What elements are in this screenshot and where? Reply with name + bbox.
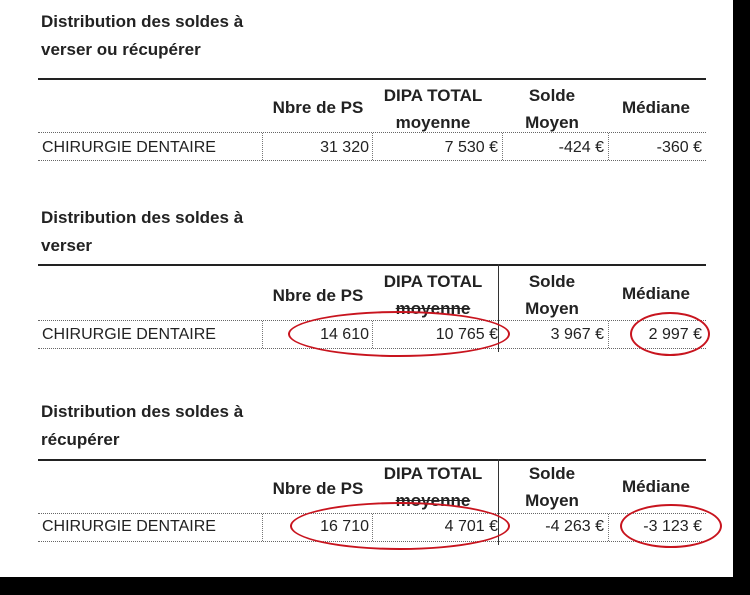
- header-line: DIPA TOTAL: [383, 272, 483, 291]
- section-title-line: récupérer: [41, 430, 120, 449]
- row-label: CHIRURGIE DENTAIRE: [42, 518, 216, 535]
- table-section-1: Distribution des soldes à verser ou récu…: [38, 8, 706, 178]
- header-line: Solde: [528, 86, 576, 105]
- document-page: Distribution des soldes à verser ou récu…: [0, 0, 733, 577]
- section-title-line: verser ou récupérer: [41, 40, 201, 59]
- header-line: DIPA TOTAL: [383, 464, 483, 483]
- row-top-border: [38, 132, 706, 133]
- cell-divider: [608, 133, 609, 160]
- header-solde-moyen: Solde Moyen: [502, 460, 602, 514]
- red-highlight-ellipse: [630, 312, 710, 356]
- column-separator: [498, 264, 499, 352]
- cell-dipa-total: 7 530 €: [444, 139, 498, 156]
- table-section-3: Distribution des soldes à récupérer Nbre…: [38, 398, 722, 568]
- header-nbre-ps: Nbre de PS: [272, 479, 364, 498]
- row-bottom-border: [38, 160, 706, 161]
- row-label: CHIRURGIE DENTAIRE: [42, 326, 216, 343]
- header-nbre-ps: Nbre de PS: [272, 98, 364, 117]
- table-top-rule: [38, 264, 706, 266]
- header-line: DIPA TOTAL: [383, 86, 483, 105]
- header-dipa-total: DIPA TOTAL moyenne: [373, 82, 493, 136]
- section-title: Distribution des soldes à verser ou récu…: [41, 8, 243, 64]
- header-mediane: Médiane: [621, 284, 691, 303]
- red-highlight-ellipse: [288, 311, 510, 357]
- cell-divider: [372, 133, 373, 160]
- cell-solde-moyen: 3 967 €: [550, 326, 604, 343]
- header-mediane: Médiane: [621, 98, 691, 117]
- cell-divider: [262, 321, 263, 348]
- cell-mediane: -360 €: [656, 139, 702, 156]
- header-line: Moyen: [525, 299, 579, 318]
- table-section-2: Distribution des soldes à verser Nbre de…: [38, 204, 710, 374]
- header-solde-moyen: Solde Moyen: [502, 268, 602, 322]
- table-top-rule: [38, 459, 706, 461]
- header-line: Moyen: [525, 491, 579, 510]
- red-highlight-ellipse: [290, 502, 510, 550]
- table-top-rule: [38, 78, 706, 80]
- row-label: CHIRURGIE DENTAIRE: [42, 139, 216, 156]
- cell-solde-moyen: -4 263 €: [545, 518, 604, 535]
- cell-divider: [608, 514, 609, 541]
- section-title-line: verser: [41, 236, 93, 255]
- section-title: Distribution des soldes à verser: [41, 204, 243, 260]
- cell-nbre-ps: 31 320: [320, 139, 369, 156]
- cell-divider: [502, 133, 503, 160]
- header-line: Solde: [528, 272, 576, 291]
- section-title-line: Distribution des soldes à: [41, 402, 244, 421]
- section-title-line: Distribution des soldes à: [41, 12, 244, 31]
- red-highlight-ellipse: [620, 504, 722, 548]
- header-line: Solde: [528, 464, 576, 483]
- column-separator: [498, 459, 499, 545]
- cell-divider: [608, 321, 609, 348]
- cell-solde-moyen: -424 €: [558, 139, 604, 156]
- section-title: Distribution des soldes à récupérer: [41, 398, 243, 454]
- header-line: moyenne: [395, 113, 471, 132]
- header-solde-moyen: Solde Moyen: [502, 82, 602, 136]
- header-mediane: Médiane: [621, 477, 691, 496]
- header-line: Moyen: [525, 113, 579, 132]
- cell-divider: [262, 514, 263, 541]
- header-nbre-ps: Nbre de PS: [272, 286, 364, 305]
- cell-divider: [262, 133, 263, 160]
- section-title-line: Distribution des soldes à: [41, 208, 244, 227]
